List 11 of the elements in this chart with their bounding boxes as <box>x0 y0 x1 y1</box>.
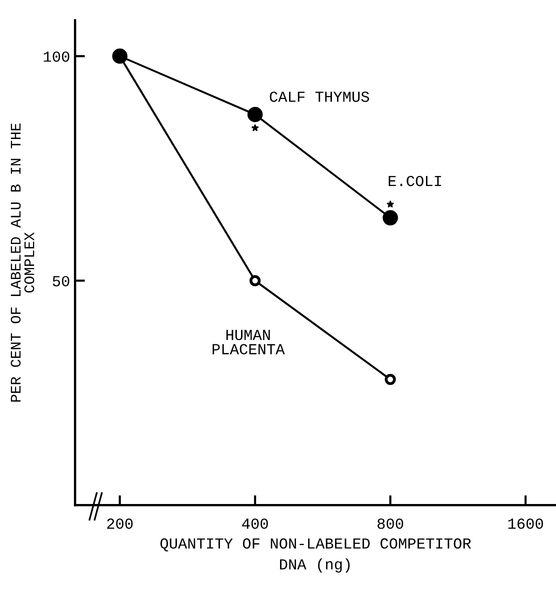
y-axis-title: PER CENT OF LABELED ALU B IN THE COMPLEX <box>10 123 34 402</box>
series-label: E.COLI <box>388 176 442 186</box>
x-tick-label: 200 <box>107 518 133 529</box>
x-tick-label: 1600 <box>508 518 543 529</box>
y-tick-label: 50 <box>52 276 70 286</box>
x-tick-label: 800 <box>378 518 404 529</box>
x-axis-title: QUANTITY OF NON-LABELED COMPETITOR DNA (ng) <box>160 538 471 573</box>
x-tick-label: 400 <box>242 518 268 529</box>
y-tick-label: 100 <box>44 51 70 62</box>
series-label: HUMAN PLACENTA <box>212 330 285 354</box>
series-label: CALF THYMUS <box>270 92 370 102</box>
